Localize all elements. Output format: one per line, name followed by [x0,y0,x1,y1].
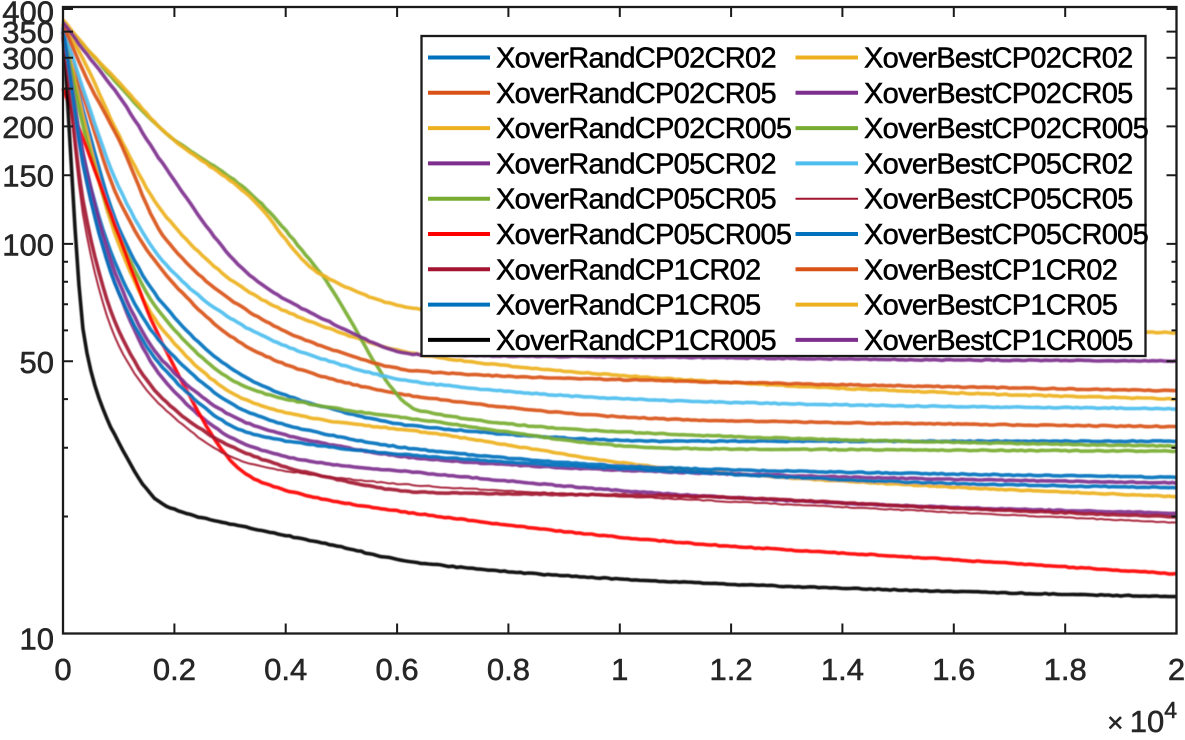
svg-text:400: 400 [2,0,54,30]
svg-text:XoverBestCP02CR005: XoverBestCP02CR005 [864,113,1148,145]
svg-text:250: 250 [2,72,54,107]
svg-text:XoverBestCP05CR05: XoverBestCP05CR05 [864,184,1133,216]
svg-text:XoverBestCP02CR05: XoverBestCP02CR05 [864,78,1133,110]
svg-text:1.2: 1.2 [710,652,753,687]
svg-text:XoverRandCP02CR005: XoverRandCP02CR005 [496,113,791,145]
svg-text:XoverBestCP02CR02: XoverBestCP02CR02 [864,43,1133,75]
svg-text:XoverRandCP02CR02: XoverRandCP02CR02 [496,43,776,75]
svg-text:XoverRandCP1CR005: XoverRandCP1CR005 [496,325,776,357]
svg-text:1: 1 [611,652,628,687]
svg-text:XoverRandCP05CR05: XoverRandCP05CR05 [496,184,776,216]
svg-text:XoverRandCP05CR02: XoverRandCP05CR02 [496,148,776,180]
svg-text:300: 300 [2,41,54,76]
svg-text:0.2: 0.2 [153,652,196,687]
svg-text:50: 50 [20,345,54,380]
svg-text:1.8: 1.8 [1044,652,1087,687]
svg-text:XoverRandCP1CR05: XoverRandCP1CR05 [496,290,760,322]
svg-text:150: 150 [2,159,54,194]
svg-text:XoverBestCP05CR005: XoverBestCP05CR005 [864,219,1148,251]
svg-text:10: 10 [20,622,54,657]
svg-text:XoverRandCP02CR05: XoverRandCP02CR05 [496,78,776,110]
svg-text:350: 350 [2,15,54,50]
svg-text:2: 2 [1168,652,1185,687]
svg-text:XoverBestCP1CR005: XoverBestCP1CR005 [864,325,1133,357]
svg-text:XoverBestCP1CR05: XoverBestCP1CR05 [864,290,1117,322]
svg-text:XoverRandCP1CR02: XoverRandCP1CR02 [496,254,760,286]
svg-text:XoverBestCP05CR02: XoverBestCP05CR02 [864,148,1133,180]
svg-text:0.6: 0.6 [376,652,419,687]
svg-text:0: 0 [54,652,71,687]
svg-text:0.4: 0.4 [264,652,307,687]
svg-text:0.8: 0.8 [487,652,530,687]
svg-text:200: 200 [2,110,54,145]
svg-text:XoverBestCP1CR02: XoverBestCP1CR02 [864,254,1117,286]
svg-text:XoverRandCP05CR005: XoverRandCP05CR005 [496,219,791,251]
svg-text:100: 100 [2,227,54,262]
svg-text:1.6: 1.6 [932,652,975,687]
svg-text:1.4: 1.4 [821,652,864,687]
